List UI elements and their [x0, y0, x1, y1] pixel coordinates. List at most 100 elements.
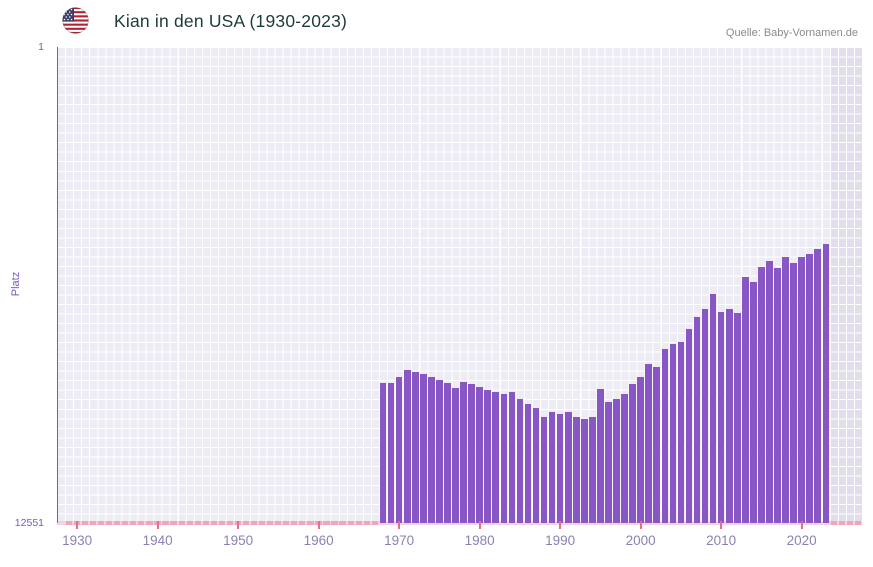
bar-2022[interactable]: [814, 249, 822, 523]
bar-1975[interactable]: [436, 379, 443, 523]
bars-layer: [57, 47, 862, 523]
bar-1978[interactable]: [460, 382, 467, 523]
bar-2010[interactable]: [717, 311, 725, 523]
bar-2005[interactable]: [677, 341, 685, 523]
bar-1996[interactable]: [605, 402, 612, 523]
bar-1991[interactable]: [564, 412, 572, 523]
bar-1987[interactable]: [532, 408, 540, 523]
bar-2015[interactable]: [758, 266, 765, 523]
bar-1971[interactable]: [403, 370, 411, 523]
bar-1970[interactable]: [395, 377, 403, 523]
bar-1985[interactable]: [516, 399, 524, 523]
bar-1992[interactable]: [572, 417, 580, 523]
bar-1983[interactable]: [500, 394, 508, 523]
no-data-mark-1967: [371, 521, 378, 525]
bar-1993[interactable]: [581, 419, 588, 523]
bar-1981[interactable]: [484, 390, 492, 523]
no-data-mark-1965: [355, 521, 362, 525]
bar-1999[interactable]: [629, 384, 636, 523]
no-data-mark-1958: [299, 521, 306, 525]
x-tick-label-1980: 1980: [464, 533, 495, 548]
bar-2003[interactable]: [661, 349, 669, 523]
no-data-mark-1951: [242, 521, 250, 525]
bar-1984[interactable]: [508, 392, 516, 523]
no-data-mark-2027: [854, 521, 861, 525]
bar-1997[interactable]: [613, 399, 620, 523]
bar-1976[interactable]: [444, 383, 451, 523]
no-data-mark-1957: [291, 521, 298, 525]
bar-1994[interactable]: [589, 417, 596, 523]
no-data-mark-2025: [838, 521, 845, 525]
bar-2014[interactable]: [750, 282, 757, 523]
no-data-mark-1941: [162, 521, 169, 525]
bar-1980[interactable]: [476, 387, 483, 523]
bar-2001[interactable]: [645, 364, 653, 523]
bar-2002[interactable]: [653, 367, 661, 523]
y-axis-top-label: 1: [38, 41, 44, 53]
y-axis-bottom-label: 12551: [14, 517, 44, 529]
bar-1988[interactable]: [540, 417, 548, 523]
x-tick-label-1940: 1940: [142, 533, 173, 548]
bar-1998[interactable]: [621, 394, 628, 523]
bar-2013[interactable]: [742, 277, 749, 523]
no-data-mark-1938: [138, 521, 145, 525]
no-data-mark-1953: [259, 521, 266, 525]
no-data-mark-1945: [194, 521, 201, 525]
bar-2008[interactable]: [701, 308, 709, 523]
no-data-mark-1939: [146, 521, 153, 525]
no-data-mark-1948: [218, 521, 225, 525]
bar-1989[interactable]: [548, 412, 556, 523]
us-flag-icon: [62, 7, 89, 34]
bar-2009[interactable]: [709, 294, 717, 523]
bar-1977[interactable]: [452, 388, 459, 523]
bar-2006[interactable]: [685, 329, 693, 523]
bar-2021[interactable]: [806, 254, 814, 523]
no-data-mark-1946: [202, 521, 209, 525]
bar-2004[interactable]: [669, 344, 677, 523]
bar-1979[interactable]: [468, 384, 475, 523]
bar-2018[interactable]: [782, 256, 789, 523]
bar-1995[interactable]: [597, 389, 604, 523]
page-title: Kian in den USA (1930-2023): [114, 11, 348, 31]
bar-2011[interactable]: [725, 308, 733, 523]
no-data-mark-1956: [283, 521, 290, 525]
plot-area: [57, 47, 862, 525]
no-data-mark-1962: [331, 521, 338, 525]
bar-2000[interactable]: [637, 377, 644, 523]
no-data-mark-1937: [130, 521, 137, 525]
x-tick-label-2020: 2020: [786, 533, 817, 548]
no-data-mark-1949: [226, 521, 234, 525]
y-axis-title: Platz: [10, 271, 22, 297]
no-data-mark-1942: [170, 521, 177, 525]
bar-1968[interactable]: [379, 383, 387, 523]
bar-1973[interactable]: [420, 374, 427, 523]
no-data-mark-1944: [186, 521, 193, 525]
bar-2016[interactable]: [766, 261, 773, 523]
bar-2017[interactable]: [774, 268, 781, 523]
y-axis-line: [57, 47, 58, 523]
bar-1986[interactable]: [524, 404, 532, 523]
no-data-mark-1952: [250, 521, 258, 525]
no-data-mark-1963: [339, 521, 346, 525]
bar-2020[interactable]: [798, 256, 805, 523]
x-tick-label-1970: 1970: [384, 533, 415, 548]
no-data-mark-1933: [98, 521, 105, 525]
bar-1969[interactable]: [387, 383, 395, 523]
bar-2012[interactable]: [733, 313, 741, 523]
no-data-mark-1964: [347, 521, 354, 525]
no-data-mark-1966: [363, 521, 370, 525]
no-data-mark-1954: [267, 521, 274, 525]
no-data-mark-2026: [846, 521, 853, 525]
bar-1972[interactable]: [411, 372, 419, 523]
bar-1990[interactable]: [556, 414, 564, 523]
bar-2007[interactable]: [693, 316, 701, 523]
no-data-mark-1934: [106, 521, 113, 525]
bar-2019[interactable]: [790, 262, 797, 523]
bar-2023[interactable]: [822, 244, 830, 523]
x-tick-label-1930: 1930: [62, 533, 93, 548]
bar-1982[interactable]: [492, 392, 500, 523]
no-data-mark-1955: [275, 521, 282, 525]
no-data-mark-1935: [114, 521, 121, 525]
bar-1974[interactable]: [428, 377, 435, 523]
